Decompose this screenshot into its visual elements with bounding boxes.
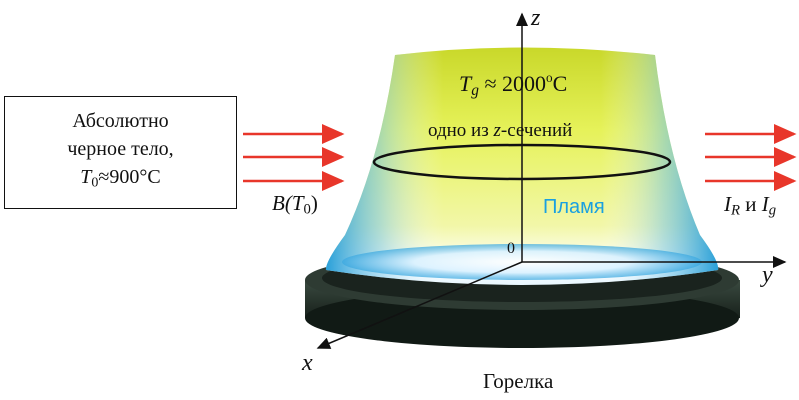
x-axis-label: x xyxy=(302,350,313,376)
flame-temperature: Tg ≈ 2000oC xyxy=(459,70,568,100)
z-section-label: одно из z-сечений xyxy=(428,120,573,141)
outgoing-arrows xyxy=(705,124,797,191)
incoming-arrows xyxy=(243,124,345,191)
blackbody-temperature: T0≈900°C xyxy=(80,166,161,191)
z-axis-label: z xyxy=(531,5,541,31)
y-axis-label: y xyxy=(762,262,773,288)
x-axis xyxy=(316,261,523,349)
flame-label: Пламя xyxy=(543,196,605,218)
blackbody-box: Абсолютно черное тело, T0≈900°C xyxy=(4,96,237,209)
blackbody-line1: Абсолютно xyxy=(72,110,169,133)
source-radiance-label: B(T0) xyxy=(272,191,318,218)
output-intensity-label: IR и Ig xyxy=(724,192,777,219)
blackbody-line2: черное тело, xyxy=(67,138,174,161)
origin-label: 0 xyxy=(507,240,515,257)
burner-label: Горелка xyxy=(483,369,554,393)
